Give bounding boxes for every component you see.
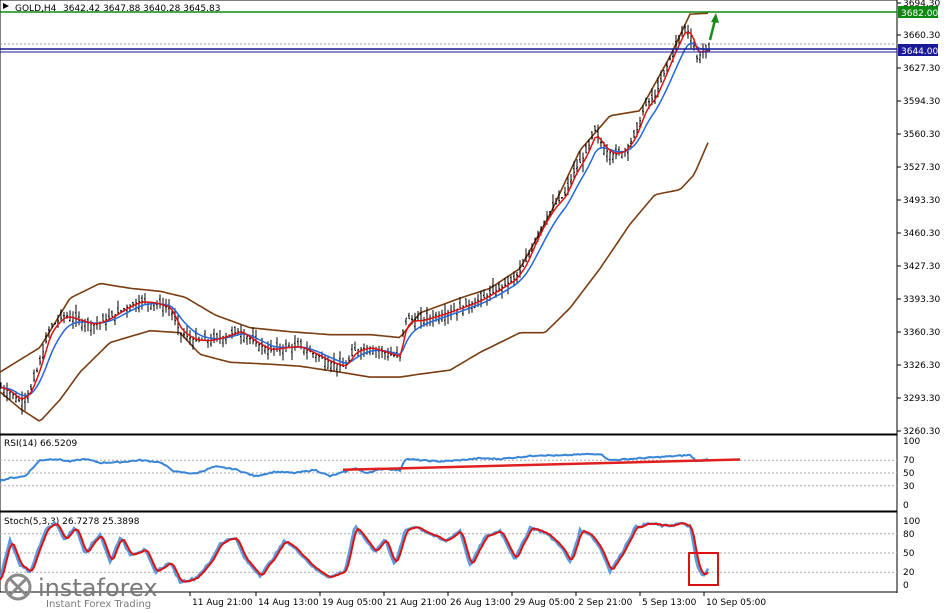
brand-watermark: instaforex Instant Forex Trading [4, 573, 158, 610]
fast-ma-line [0, 31, 710, 400]
stoch-lines [0, 520, 710, 585]
stoch-tick-label: 20 [903, 568, 915, 578]
bollinger-bands [0, 12, 709, 422]
time-axis: 11 Aug 21:00 14 Aug 13:00 19 Aug 05:00 21 A… [189, 592, 766, 608]
price-tick-label: 3627.30 [903, 64, 940, 74]
time-tick-label: 19 Aug 05:00 [322, 598, 383, 608]
stoch-signal-line [0, 522, 709, 583]
current-tag: 3644.00 [901, 47, 938, 57]
time-tick-label: 29 Aug 05:00 [514, 598, 575, 608]
price-tick-label: 3260.30 [903, 427, 940, 437]
price-tick-label: 3660.30 [903, 31, 940, 41]
bollinger-upper [0, 12, 709, 373]
symbol-arrow-icon [3, 3, 9, 9]
price-tick-label: 3360.30 [903, 328, 940, 338]
stoch-tick-label: 0 [903, 581, 909, 591]
stoch-tick-label: 80 [903, 530, 915, 540]
time-tick-label: 5 Sep 13:00 [642, 598, 697, 608]
rsi-tick-label: 50 [903, 469, 915, 479]
ohlc-values: 3642.42 3647.88 3640.28 3645.83 [63, 4, 220, 14]
price-tick-label: 3393.30 [903, 295, 940, 305]
time-tick-label: 14 Aug 13:00 [258, 598, 319, 608]
rsi-tick-label: 30 [903, 482, 915, 492]
rsi-tick-label: 0 [903, 501, 909, 511]
rsi-title: RSI(14) 66.5209 [4, 439, 77, 449]
time-tick-label: 2 Sep 21:00 [578, 598, 633, 608]
price-panel [0, 0, 898, 435]
brand-logo-icon [4, 573, 32, 601]
bollinger-lower [0, 142, 709, 422]
price-tick-label: 3594.30 [903, 97, 940, 107]
time-tick-label: 21 Aug 21:00 [386, 598, 447, 608]
stoch-highlight-box [688, 552, 719, 586]
price-tick-label: 3460.30 [903, 229, 940, 239]
price-tick-label: 3293.30 [903, 394, 940, 404]
time-tick-label: 10 Sep 05:00 [706, 598, 766, 608]
rsi-trendline-path [342, 458, 741, 472]
stoch-tick-label: 50 [903, 549, 915, 559]
current-tag-bg [898, 44, 938, 56]
price-tick-label: 3527.30 [903, 163, 940, 173]
time-tick-label: 26 Aug 13:00 [450, 598, 511, 608]
resistance-tag: 3682.00 [901, 9, 938, 19]
symbol-label: GOLD,H4 [15, 4, 57, 14]
up-arrow-icon [708, 13, 719, 41]
rsi-tick-label: 70 [903, 456, 915, 466]
price-axis: 3694.30 3660.30 3627.30 3594.30 3560.30 3527.… [0, 0, 940, 437]
price-tick-label: 3493.30 [903, 196, 940, 206]
price-tick-label: 3560.30 [903, 130, 940, 140]
stoch-tick-label: 100 [903, 517, 920, 527]
price-tick-label: 3694.30 [903, 0, 940, 9]
brand-tagline: Instant Forex Trading [46, 599, 151, 610]
brand-name: instaforex [38, 574, 158, 602]
slow-ma-line [0, 42, 710, 397]
rsi-tick-label: 100 [903, 437, 920, 447]
price-tick-label: 3326.30 [903, 361, 940, 371]
time-tick-label: 11 Aug 21:00 [192, 598, 253, 608]
moving-averages [0, 31, 710, 400]
resistance-tag-bg [898, 6, 938, 18]
stoch-title: Stoch(5,3,3) 26.7278 25.3898 [4, 517, 140, 527]
rsi-trendline[interactable] [342, 458, 741, 472]
stoch-panel [0, 511, 898, 593]
price-tick-label: 3427.30 [903, 262, 940, 272]
